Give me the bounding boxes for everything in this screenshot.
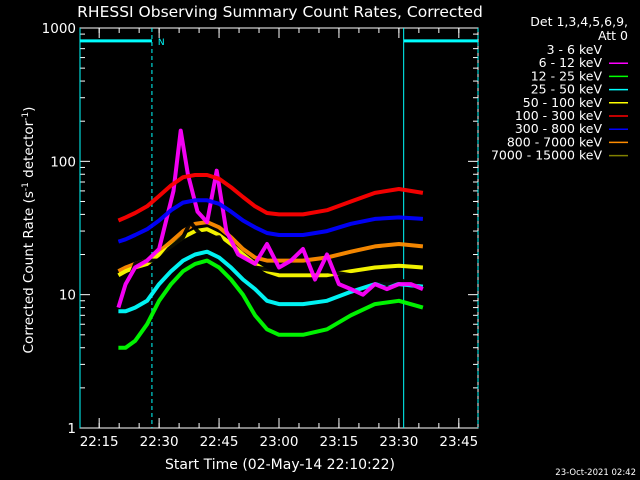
x-tick-label: 23:30: [379, 434, 418, 450]
series-line: [118, 249, 424, 314]
chart-title: RHESSI Observing Summary Count Rates, Co…: [77, 3, 483, 21]
y-tick-label: 100: [50, 154, 76, 170]
series-line: [116, 128, 424, 309]
x-tick-label: 23:00: [260, 434, 299, 450]
legend-label: 50 - 100 keV: [523, 95, 603, 110]
legend-label: 800 - 7000 keV: [507, 134, 603, 149]
legend-header-2: Att 0: [598, 28, 628, 43]
night-label: N: [158, 38, 165, 48]
plot-frame: [79, 27, 479, 429]
series-line: [118, 258, 424, 350]
legend-label: 3 - 6 keV: [547, 42, 603, 57]
y-axis-label-end: ): [21, 107, 37, 112]
series-line: [117, 198, 424, 244]
legend-header-1: Det 1,3,4,5,6,9,: [530, 14, 628, 29]
night-markers: N: [79, 28, 479, 428]
y-tick-label: 10: [59, 288, 76, 304]
series-group: [116, 128, 424, 350]
series-line: [116, 220, 424, 302]
legend-label: 25 - 50 keV: [531, 82, 603, 97]
legend-label: 12 - 25 keV: [531, 68, 603, 83]
legend-label: 6 - 12 keV: [539, 55, 603, 70]
x-tick-label: 22:30: [140, 434, 179, 450]
y-axis-label: Corrected Count Rate (s-1 detector-1): [21, 107, 37, 354]
y-axis-label-mid: detector: [21, 120, 37, 182]
legend-label: 300 - 800 keV: [515, 121, 603, 136]
x-axis-label: Start Time (02-May-14 22:10:22): [165, 457, 395, 473]
plot-axes: 1 10 100 1000 22:15 22:30 22:45 23:00 23:15 23:30…: [42, 21, 479, 450]
y-axis-label-start: Corrected Count Rate (s: [21, 191, 37, 353]
y-tick-label: 1: [67, 421, 76, 437]
y-axis-label-exp1: -1: [21, 182, 31, 191]
legend-label: 7000 - 15000 keV: [491, 148, 602, 163]
x-tick-label: 22:45: [200, 434, 239, 450]
legend-label: 100 - 300 keV: [515, 108, 603, 123]
x-tick-label: 23:15: [319, 434, 358, 450]
x-tick-label: 23:45: [439, 434, 478, 450]
series-line: [117, 173, 424, 223]
timestamp: 23-Oct-2021 02:42: [555, 468, 636, 478]
y-tick-label: 1000: [42, 21, 76, 37]
x-tick-label: 22:15: [80, 434, 119, 450]
y-axis-label-exp2: -1: [21, 112, 31, 121]
